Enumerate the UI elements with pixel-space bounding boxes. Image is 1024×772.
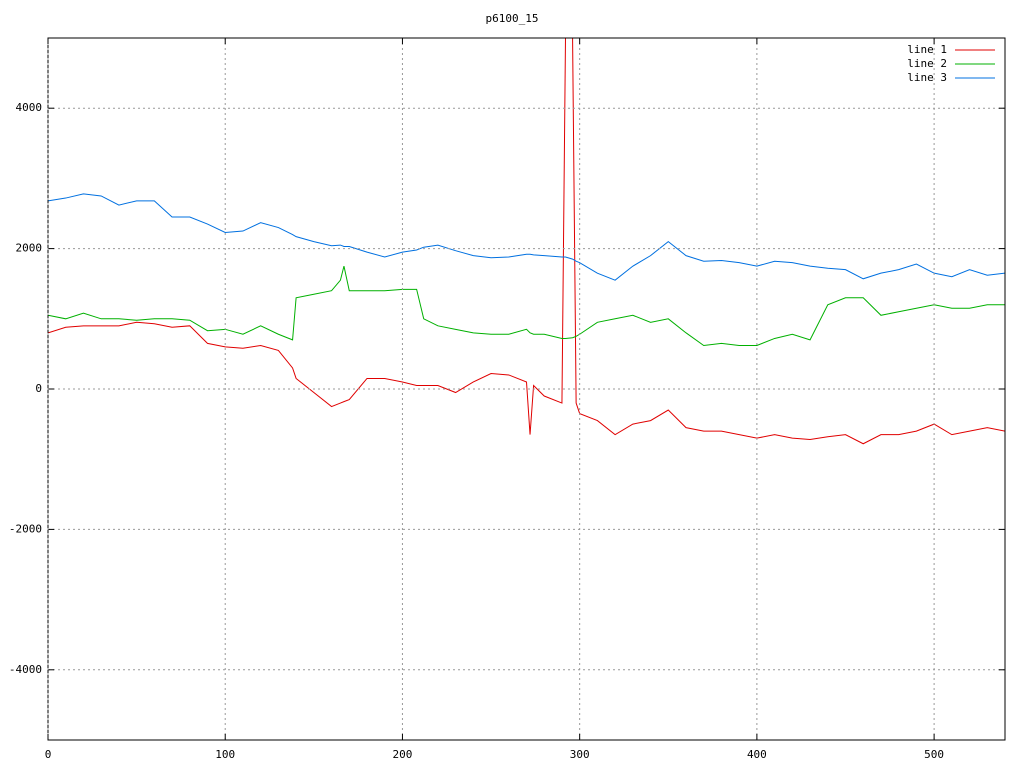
legend-label: line 3	[907, 71, 947, 84]
plot-area	[48, 38, 1005, 445]
x-tick-label: 300	[570, 748, 590, 761]
x-tick-label: 400	[747, 748, 767, 761]
legend-label: line 2	[907, 57, 947, 70]
y-tick-label: -2000	[9, 522, 42, 535]
y-tick-label: 0	[35, 382, 42, 395]
series-line	[48, 38, 1005, 445]
y-tick-label: 2000	[16, 242, 43, 255]
x-tick-label: 0	[45, 748, 52, 761]
y-tick-label: 4000	[16, 101, 43, 114]
series-line	[48, 266, 1005, 346]
x-tick-label: 500	[924, 748, 944, 761]
x-tick-label: 100	[215, 748, 235, 761]
chart-title: p6100_15	[486, 12, 539, 25]
y-tick-label: -4000	[9, 663, 42, 676]
legend-label: line 1	[907, 43, 947, 56]
x-tick-label: 200	[393, 748, 413, 761]
series-line	[48, 193, 1005, 281]
